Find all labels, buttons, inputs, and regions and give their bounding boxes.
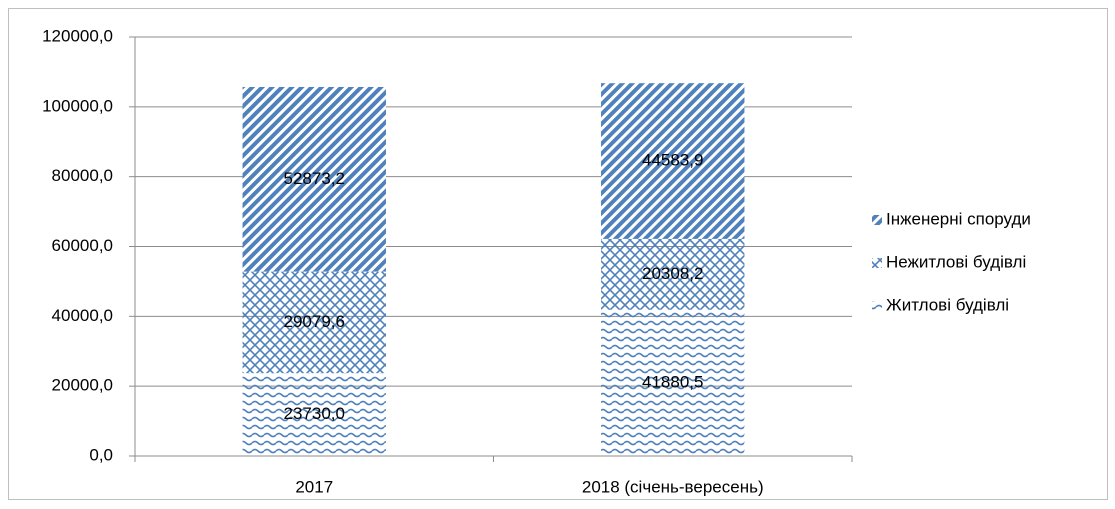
legend-label: Інженерні споруди <box>886 209 1031 228</box>
x-tick-label: 2018 (січень-вересень) <box>582 477 764 496</box>
data-label: 41880,5 <box>642 372 703 391</box>
y-tick-label: 0,0 <box>89 445 113 464</box>
bar-segment <box>242 373 386 456</box>
legend-swatch <box>872 258 882 268</box>
data-label: 44583,9 <box>642 151 703 170</box>
bar-segment <box>242 271 386 374</box>
data-label: 29079,6 <box>284 312 345 331</box>
data-label: 23730,0 <box>284 404 345 423</box>
data-label: 52873,2 <box>284 169 345 188</box>
y-tick-label: 80000,0 <box>52 166 113 185</box>
bar-segment <box>601 309 745 456</box>
y-tick-label: 20000,0 <box>52 376 113 395</box>
bar-segment <box>601 238 745 310</box>
y-tick-label: 120000,0 <box>42 26 113 45</box>
y-tick-label: 100000,0 <box>42 96 113 115</box>
bar-segment <box>242 86 386 272</box>
chart-border <box>8 8 1108 500</box>
legend-swatch <box>872 301 882 311</box>
x-tick-label: 2017 <box>295 477 333 496</box>
legend-label: Житлові будівлі <box>886 295 1009 314</box>
data-label: 20308,2 <box>642 264 703 283</box>
legend-label: Нежитлові будівлі <box>886 252 1026 271</box>
y-tick-label: 60000,0 <box>52 236 113 255</box>
legend-swatch <box>872 215 882 225</box>
y-tick-label: 40000,0 <box>52 306 113 325</box>
bar-segment <box>601 83 745 239</box>
